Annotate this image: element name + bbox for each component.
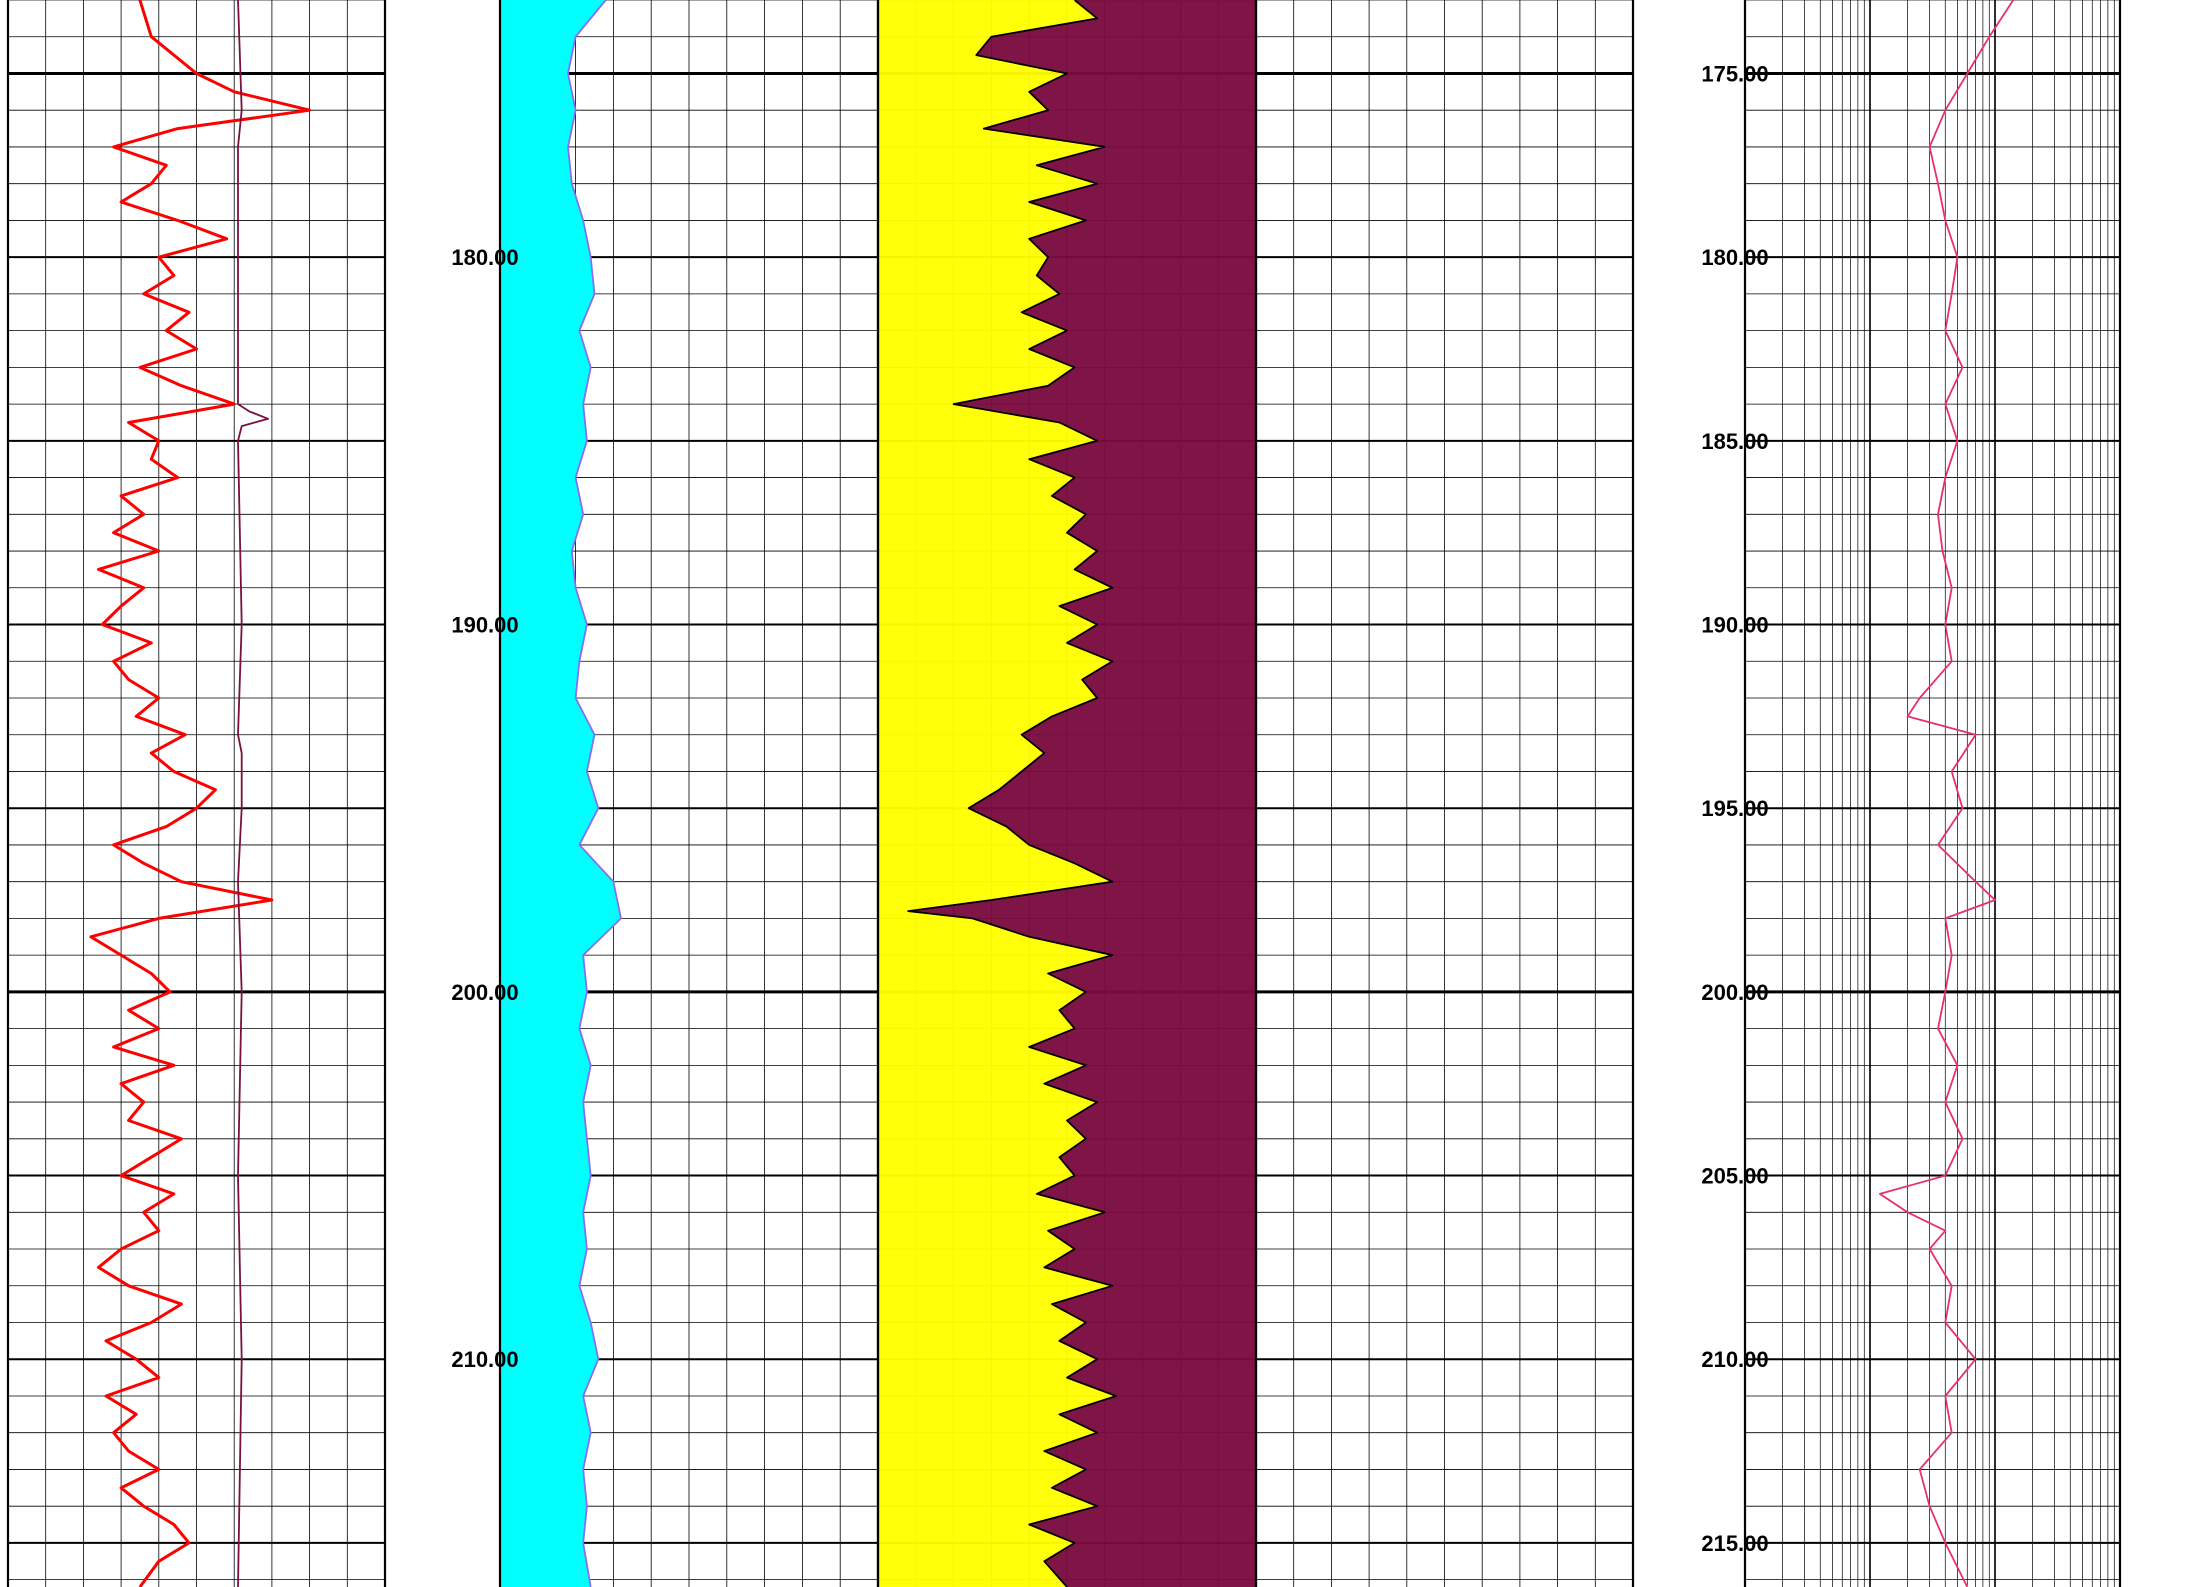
track2-shaded-fill: [500, 0, 621, 1587]
log-curves: [89, 0, 2015, 1587]
track5-curve-0: [1879, 0, 2015, 1587]
depth-label: 195.00: [1701, 796, 1768, 821]
depth-label: 190.00: [451, 613, 518, 638]
depth-label: 180.00: [1701, 245, 1768, 270]
sand-fill: [878, 0, 1117, 1587]
depth-label: 210.00: [1701, 1347, 1768, 1372]
depth-label: 190.00: [1701, 613, 1768, 638]
track3-curve-0: [907, 0, 1117, 1587]
depth-label: 200.00: [451, 980, 518, 1005]
track1-curve-1: [237, 0, 270, 1587]
depth-label: 200.00: [1701, 980, 1768, 1005]
depth-label: 205.00: [1701, 1164, 1768, 1189]
depth-label: 180.00: [451, 245, 518, 270]
depth-label: 185.00: [1701, 429, 1768, 454]
depth-labels: 180.00 190.00 200.00 210.00 175.00 180.00 185.…: [451, 61, 1768, 1555]
track2-curve-0: [567, 0, 622, 1587]
depth-label: 215.00: [1701, 1531, 1768, 1556]
depth-label: 175.00: [1701, 61, 1768, 86]
track-frames: [6, 0, 2122, 1587]
track1-curve-0: [89, 0, 312, 1587]
depth-label: 210.00: [451, 1347, 518, 1372]
